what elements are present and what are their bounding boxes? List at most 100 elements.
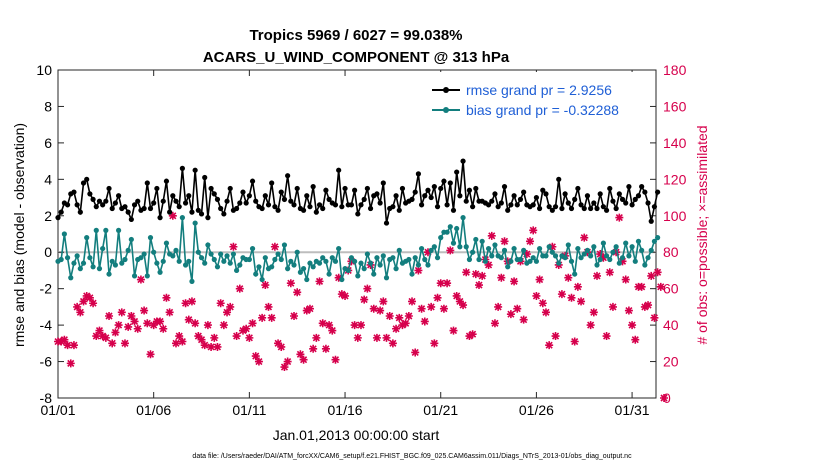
- bias-point: [154, 260, 160, 266]
- bias-point: [581, 251, 587, 257]
- rmse-point: [645, 200, 651, 206]
- bias-point: [489, 253, 495, 259]
- bias-point: [192, 220, 198, 226]
- obs-count-marker: [235, 284, 244, 293]
- bias-point: [122, 256, 128, 263]
- rmse-point: [93, 204, 99, 210]
- obs-count-marker: [328, 326, 337, 335]
- obs-count-cross: [615, 213, 624, 222]
- obs-count-marker: [535, 275, 544, 284]
- bias-point: [588, 253, 594, 259]
- bias-point: [632, 258, 638, 264]
- obs-count-cross: [331, 355, 340, 364]
- obs-count-cross: [513, 304, 522, 313]
- obs-count-marker: [564, 273, 573, 282]
- rmse-point: [80, 180, 87, 186]
- obs-count-marker: [79, 297, 88, 306]
- rmse-point: [342, 185, 348, 192]
- rmse-point: [450, 207, 457, 213]
- obs-count-marker: [423, 248, 432, 257]
- bias-point: [202, 260, 208, 266]
- bias-point: [485, 245, 492, 252]
- obs-count-marker: [124, 322, 133, 331]
- legend-entry: rmse grand pr = 2.9256: [466, 82, 612, 98]
- obs-count-cross: [267, 313, 276, 322]
- bias-point: [64, 255, 71, 261]
- obs-count-marker: [401, 319, 410, 328]
- obs-count-cross: [526, 237, 535, 246]
- rmse-point: [409, 196, 415, 202]
- bias-point: [552, 253, 559, 259]
- rmse-point: [221, 211, 227, 217]
- bias-point: [112, 262, 119, 268]
- rmse-point: [441, 178, 447, 184]
- obs-count-cross: [465, 332, 474, 341]
- obs-count-cross: [210, 333, 219, 342]
- bias-point: [470, 249, 476, 255]
- obs-count-marker: [586, 321, 595, 330]
- obs-count-cross: [159, 324, 168, 333]
- bias-point: [128, 236, 134, 243]
- obs-count-cross: [232, 332, 241, 341]
- bias-point: [68, 275, 74, 281]
- obs-count-cross: [644, 301, 653, 310]
- obs-count-cross: [468, 330, 477, 339]
- obs-count-marker: [57, 337, 66, 346]
- obs-count-cross: [73, 302, 82, 311]
- obs-count-marker: [388, 339, 397, 348]
- obs-count-cross: [650, 313, 659, 322]
- obs-count-marker: [417, 304, 426, 313]
- obs-count-cross: [596, 250, 605, 259]
- obs-count-marker: [404, 312, 413, 320]
- obs-count-marker: [232, 332, 241, 341]
- obs-count-marker: [487, 231, 496, 240]
- rmse-point: [578, 202, 584, 208]
- obs-count-marker: [213, 342, 222, 351]
- obs-count-cross: [605, 268, 614, 277]
- obs-count-marker: [621, 275, 630, 284]
- rmse-point: [285, 173, 291, 179]
- obs-count-marker: [436, 279, 445, 288]
- obs-count-marker: [443, 279, 452, 288]
- plot-frame: [57, 69, 657, 399]
- obs-count-cross: [318, 319, 327, 328]
- bias-point: [536, 245, 543, 252]
- obs-count-cross: [395, 313, 404, 322]
- obs-count-cross: [114, 321, 123, 330]
- rmse-point: [332, 202, 339, 208]
- rmse-point: [278, 189, 284, 195]
- obs-count-cross: [557, 290, 566, 299]
- obs-count-marker: [105, 312, 114, 320]
- rmse-point: [651, 204, 658, 210]
- obs-count-cross: [411, 348, 420, 357]
- obs-count-marker: [305, 304, 314, 313]
- obs-count-marker: [551, 332, 560, 341]
- obs-count-cross: [475, 281, 483, 290]
- bias-point: [300, 266, 307, 272]
- obs-count-cross: [200, 341, 209, 350]
- bias-point: [87, 255, 93, 261]
- obs-count-cross: [172, 339, 181, 348]
- obs-count-cross: [168, 211, 177, 220]
- obs-count-marker: [191, 319, 200, 328]
- obs-count-marker: [545, 341, 554, 350]
- bias-point: [189, 278, 195, 284]
- bias-point: [173, 247, 179, 253]
- obs-count-marker: [398, 321, 407, 330]
- bias-point: [119, 260, 125, 266]
- bias-point: [434, 255, 441, 261]
- obs-count-cross: [130, 317, 139, 326]
- obs-count-marker: [452, 291, 461, 300]
- rmse-point: [616, 191, 622, 197]
- obs-count-marker: [229, 242, 238, 251]
- rmse-point: [348, 202, 355, 208]
- obs-count-cross: [462, 268, 471, 277]
- obs-count-cross: [89, 299, 98, 308]
- rmse-point: [304, 193, 310, 199]
- obs-count-cross: [631, 335, 640, 344]
- obs-count-cross: [127, 312, 136, 320]
- obs-count-marker: [194, 332, 203, 341]
- obs-count-marker: [184, 315, 193, 324]
- rmse-point: [195, 207, 201, 213]
- obs-count-cross: [197, 335, 206, 344]
